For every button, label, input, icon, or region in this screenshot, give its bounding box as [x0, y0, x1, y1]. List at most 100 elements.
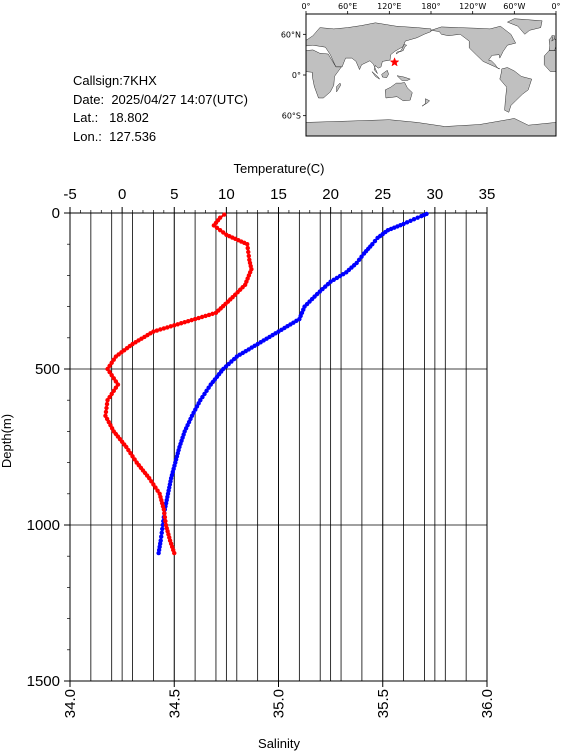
salinity-point — [213, 310, 219, 316]
cast-info-panel: Callsign:7KHX Date: 2025/04/27 14:07(UTC… — [73, 72, 248, 147]
map-lon-label: 120°W — [459, 2, 486, 11]
salinity-point — [111, 388, 116, 394]
map-lon-label: 0° — [301, 2, 310, 11]
land-australia — [384, 82, 413, 102]
temperature-point — [160, 526, 165, 532]
salinity-point — [214, 225, 220, 231]
salinity-point — [179, 321, 184, 326]
salinity-point — [203, 313, 208, 319]
temperature-point — [160, 522, 165, 528]
salinity-point — [126, 447, 131, 453]
salinity-point — [172, 323, 177, 328]
lon-value: 127.536 — [109, 129, 157, 145]
temperature-point — [419, 213, 424, 219]
salinity-point — [151, 482, 156, 487]
temperature-point — [156, 550, 161, 556]
salinity-point — [199, 314, 205, 320]
salinity-line — [104, 213, 253, 554]
map-lat-label: 60°S — [282, 112, 301, 121]
salinity-axis-title: Salinity — [258, 736, 300, 751]
lat-label: Lat.: — [73, 110, 99, 126]
salinity-point — [192, 316, 198, 322]
map-lat-label: 60°N — [281, 30, 301, 39]
salinity-point — [162, 515, 168, 520]
salinity-point — [158, 327, 163, 332]
date-label: Date: — [73, 91, 105, 107]
land-uk — [551, 35, 555, 42]
salinity-tick-label: 34.0 — [62, 689, 79, 718]
salinity-point — [105, 398, 110, 403]
depth-tick-label: 0 — [52, 205, 60, 222]
temperature-tick-label: 10 — [218, 186, 235, 203]
land-borneo — [381, 69, 389, 78]
salinity-point — [128, 451, 133, 456]
salinity-point — [246, 249, 251, 255]
temperature-point — [200, 394, 205, 400]
lat-line: Lat.: 18.802 — [73, 109, 248, 128]
salinity-point — [182, 320, 187, 325]
salinity-point — [154, 328, 160, 333]
salinity-point — [111, 376, 116, 381]
salinity-point — [124, 444, 129, 450]
salinity-point — [153, 485, 158, 490]
salinity-point — [113, 379, 119, 384]
temperature-tick-label: 30 — [427, 186, 444, 203]
temperature-point — [411, 217, 417, 222]
salinity-point — [147, 476, 152, 481]
salinity-point — [155, 488, 160, 493]
temperature-point — [359, 254, 364, 259]
salinity-point — [149, 479, 154, 484]
temperature-point — [361, 251, 367, 256]
temperature-axis-title: Temperature(C) — [233, 161, 324, 176]
land-japan — [395, 44, 408, 55]
temperature-tick-label: 35 — [479, 186, 496, 203]
temperature-point — [159, 530, 164, 535]
lon-label: Lon.: — [73, 129, 102, 145]
salinity-point — [189, 317, 194, 323]
temperature-tick-label: 15 — [270, 186, 287, 203]
salinity-point — [107, 363, 112, 369]
salinity-point — [206, 312, 212, 318]
map-lon-label: 60°E — [338, 2, 357, 11]
temperature-point — [404, 220, 410, 225]
chart-series — [103, 211, 429, 556]
salinity-point — [109, 373, 114, 378]
land-africa — [305, 49, 342, 99]
map-lon-label: 60°W — [503, 2, 525, 11]
temperature-point — [415, 215, 420, 220]
salinity-point — [162, 511, 167, 516]
salinity-point — [104, 401, 110, 407]
salinity-point — [115, 382, 121, 387]
land-eurasia — [305, 22, 432, 74]
temperature-point — [372, 238, 378, 244]
salinity-point — [172, 550, 177, 556]
salinity-point — [175, 322, 180, 327]
land-north-america — [430, 25, 516, 70]
temperature-line — [157, 213, 427, 554]
temperature-point — [202, 391, 207, 397]
lat-value: 18.802 — [109, 110, 149, 126]
salinity-point — [107, 394, 112, 400]
salinity-point — [132, 457, 137, 462]
salinity-point — [168, 324, 173, 329]
salinity-point — [245, 245, 250, 251]
land-greenland — [506, 18, 543, 35]
temperature-point — [356, 257, 362, 262]
salinity-point — [113, 354, 119, 359]
salinity-point — [211, 223, 217, 228]
salinity-point — [111, 357, 116, 362]
temperature-tick-label: 25 — [374, 186, 391, 203]
land-sumatra — [371, 71, 380, 80]
salinity-tick-label: 34.5 — [166, 689, 183, 718]
salinity-point — [109, 360, 114, 365]
salinity-point — [109, 391, 114, 397]
temperature-point — [206, 385, 211, 390]
temperature-point — [408, 218, 413, 223]
callsign-label: Callsign: — [73, 73, 123, 88]
salinity-point — [217, 227, 223, 233]
salinity-point — [107, 369, 112, 375]
salinity-point — [245, 242, 250, 247]
callsign-value: 7KHX — [122, 73, 157, 88]
